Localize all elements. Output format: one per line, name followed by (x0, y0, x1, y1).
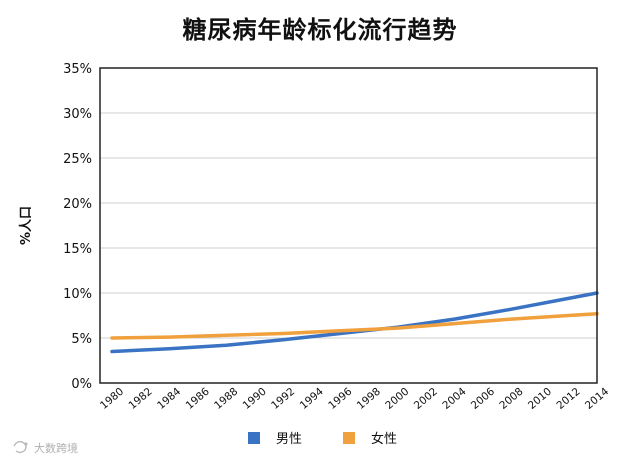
x-tick-label: 1988 (212, 386, 240, 412)
x-tick-label: 1986 (184, 385, 212, 412)
logo-icon (13, 440, 28, 454)
x-tick-label: 2008 (497, 386, 525, 412)
y-tick-label: 0% (71, 377, 92, 392)
legend-label: 女性 (371, 431, 397, 447)
legend-swatch (343, 432, 355, 444)
chart-title: 糖尿病年龄标化流行趋势 (182, 16, 458, 44)
x-tick-label: 1996 (326, 385, 354, 412)
grid-lines (100, 112, 597, 339)
legend-label: 男性 (276, 432, 302, 447)
y-tick-label: 30% (63, 107, 92, 122)
y-tick-label: 35% (63, 62, 92, 77)
y-tick-label: 15% (63, 242, 92, 257)
legend-swatch (248, 432, 260, 444)
x-tick-label: 1992 (269, 386, 297, 412)
x-tick-label: 2004 (440, 385, 468, 412)
y-axis-ticks: 0% 5% 10% 15% 20% 25% 30% 35% (63, 62, 92, 392)
x-tick-label: 1982 (127, 386, 155, 412)
plot-area-border (99, 67, 598, 384)
x-tick-label: 1998 (355, 386, 383, 412)
x-tick-label: 2006 (469, 385, 497, 412)
series-line-男性 (110, 291, 599, 354)
x-tick-label: 2000 (383, 386, 411, 412)
watermark-text: 大数跨境 (34, 441, 78, 455)
y-tick-label: 25% (63, 152, 92, 167)
x-tick-label: 1984 (155, 385, 183, 412)
series-lines (110, 291, 599, 354)
x-tick-label: 2014 (583, 385, 611, 412)
watermark: 大数跨境 (13, 440, 78, 455)
y-tick-label: 10% (63, 287, 92, 302)
x-axis-ticks: 1980 1982 1984 1986 1988 1990 1992 1994 1996 1998… (98, 385, 611, 412)
x-tick-label: 2010 (526, 386, 554, 412)
y-axis-label: %人口 (18, 206, 34, 245)
x-tick-label: 1990 (241, 386, 269, 412)
x-tick-label: 1980 (98, 386, 126, 412)
x-tick-label: 2012 (554, 386, 582, 412)
y-tick-label: 5% (71, 332, 92, 347)
x-tick-label: 2002 (412, 386, 440, 412)
legend: 男性 女性 (248, 431, 397, 447)
series-line-女性 (110, 311, 599, 340)
y-tick-label: 20% (63, 197, 92, 212)
x-tick-label: 1994 (298, 385, 326, 412)
